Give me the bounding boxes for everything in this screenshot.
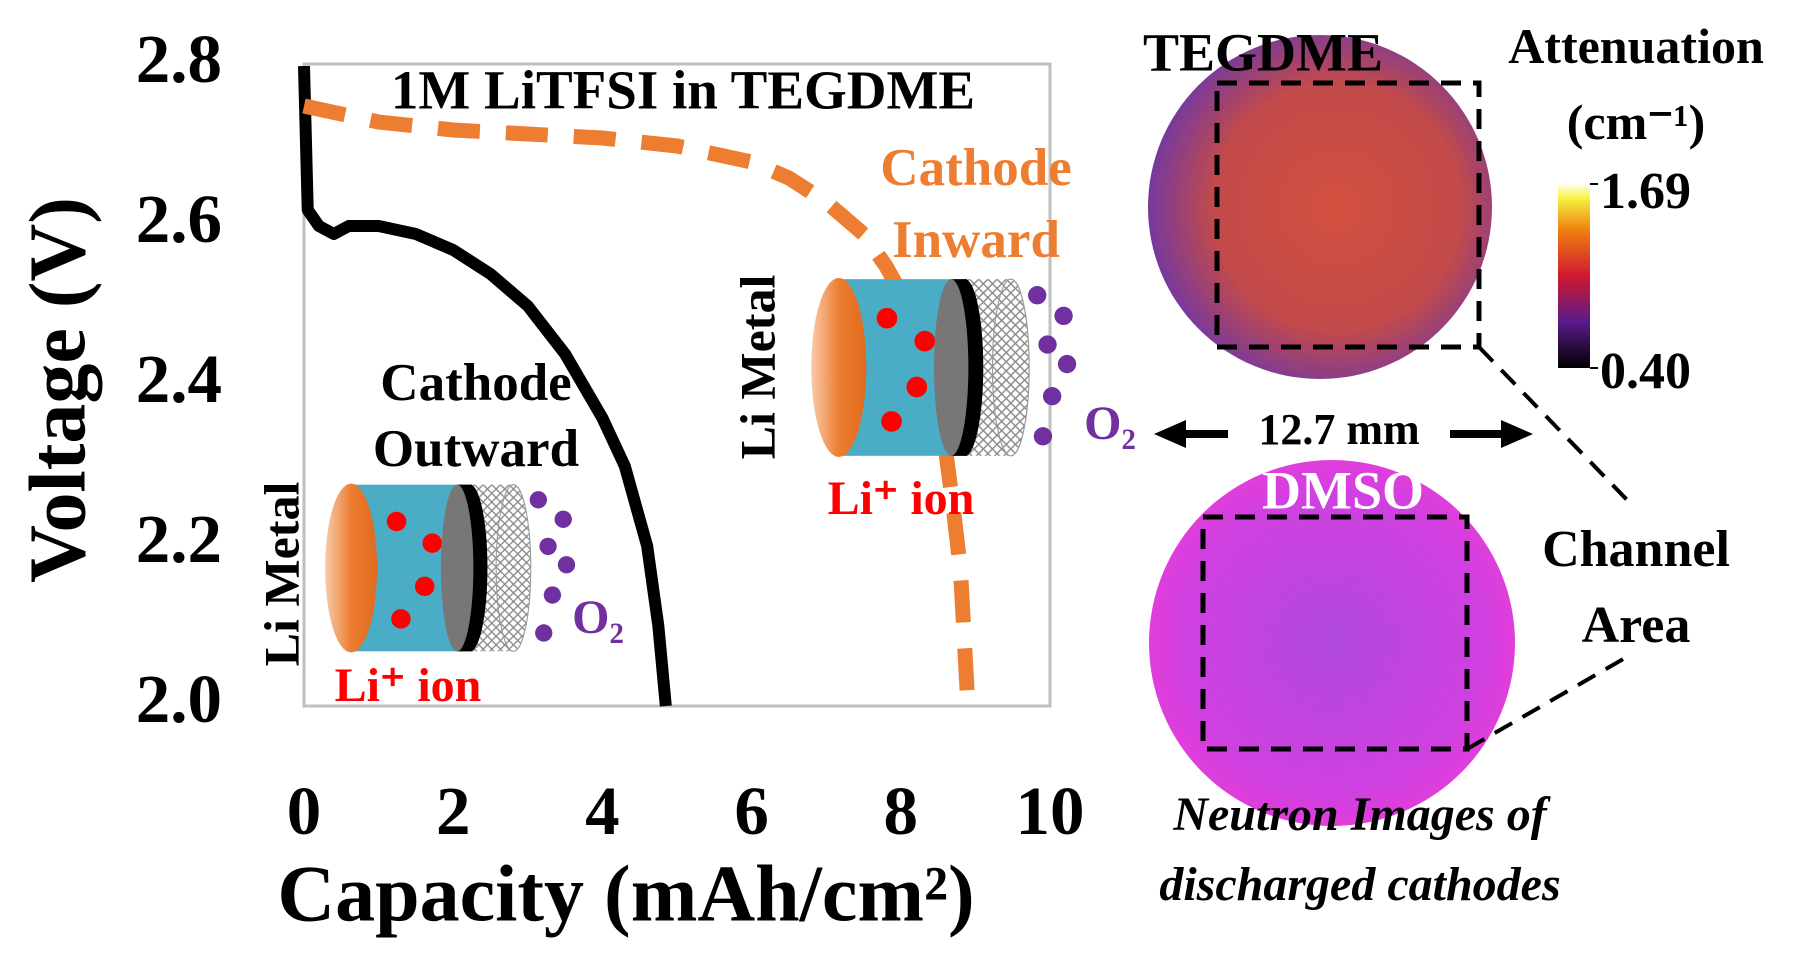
colorbar-tick-label: 0.40 bbox=[1600, 343, 1691, 400]
colorbar-tick-label: 1.69 bbox=[1600, 163, 1691, 220]
x-tick-label: 2 bbox=[436, 773, 471, 849]
series-label: Cathode Outward bbox=[372, 354, 580, 478]
sample-label: TEGDME bbox=[1143, 22, 1383, 82]
cell-inward bbox=[810, 277, 1077, 458]
chart-title: 1M LiTFSI in TEGDME bbox=[391, 60, 975, 121]
x-tick-label: 6 bbox=[734, 773, 769, 849]
caption: Neutron Images of discharged cathodes bbox=[1159, 788, 1561, 911]
anode-label: Li Metal bbox=[729, 275, 785, 460]
y-axis-label: Voltage (V) bbox=[14, 197, 102, 583]
tegdme-image bbox=[1148, 35, 1492, 379]
colorbar-label: Attenuation (cm⁻¹) bbox=[1508, 18, 1764, 150]
sample-label: DMSO bbox=[1262, 460, 1424, 520]
colorbar bbox=[1558, 184, 1590, 368]
series-line bbox=[302, 98, 976, 707]
gas-label: O₂ bbox=[1084, 397, 1136, 450]
plot-frame bbox=[302, 62, 1052, 708]
ion-label: Li⁺ ion bbox=[335, 659, 482, 712]
anode-label: Li Metal bbox=[253, 482, 309, 667]
ion-label: Li⁺ ion bbox=[828, 472, 975, 525]
plot-marks bbox=[298, 65, 976, 707]
x-tick-label: 8 bbox=[884, 773, 919, 849]
gas-label: O₂ bbox=[572, 591, 624, 644]
channel-box bbox=[1214, 80, 1482, 350]
series-line bbox=[298, 65, 672, 707]
x-axis-label: Capacity (mAh/cm²) bbox=[277, 850, 974, 938]
x-tick-label: 10 bbox=[1016, 773, 1085, 849]
y-tick-label: 2.8 bbox=[136, 21, 222, 97]
y-tick-label: 2.6 bbox=[136, 181, 222, 257]
y-tick-label: 2.2 bbox=[136, 501, 222, 577]
diameter-label: 12.7 mm bbox=[1258, 405, 1419, 454]
series-label: Cathode Inward bbox=[880, 139, 1072, 269]
cell-outward bbox=[324, 483, 576, 653]
x-tick-label: 0 bbox=[287, 773, 322, 849]
region-label: Channel Area bbox=[1542, 521, 1730, 654]
channel-box bbox=[1200, 514, 1470, 752]
x-tick-label: 4 bbox=[585, 773, 620, 849]
y-tick-label: 2.4 bbox=[136, 341, 222, 417]
connector bbox=[1477, 345, 1634, 507]
dmso-image bbox=[1149, 460, 1515, 826]
y-tick-label: 2.0 bbox=[136, 661, 222, 737]
